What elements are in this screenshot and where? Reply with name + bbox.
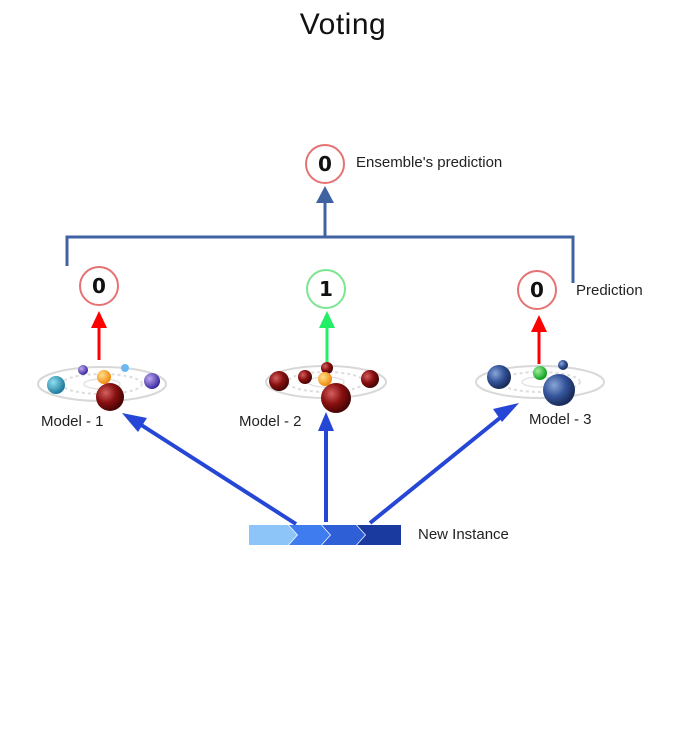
aggregation-bracket (65, 200, 575, 283)
prediction-arrow-3 (531, 315, 547, 364)
prediction-arrow-1 (91, 311, 107, 360)
input-arrow-1 (122, 413, 298, 526)
prediction-arrow-2 (319, 311, 335, 362)
model-2-label: Model - 2 (239, 413, 302, 430)
new-instance-icon (249, 525, 401, 545)
model-2-icon (265, 362, 387, 413)
model-3-label: Model - 3 (529, 411, 592, 428)
model-1-label: Model - 1 (41, 413, 104, 430)
prediction-label: Prediction (576, 282, 643, 299)
ensemble-arrow-head (316, 186, 334, 203)
model-3-icon (475, 360, 605, 406)
model-1-prediction-circle: 0 (79, 266, 119, 306)
new-instance-label: New Instance (418, 526, 509, 543)
model-3-prediction-circle: 0 (517, 270, 557, 310)
model-1-icon (37, 364, 167, 411)
input-arrow-3 (368, 403, 519, 525)
page-title: Voting (299, 8, 387, 41)
model-2-prediction-circle: 1 (306, 269, 346, 309)
ensemble-prediction-circle: 0 (305, 144, 345, 184)
input-arrow-2 (318, 412, 334, 522)
ensemble-prediction-label: Ensemble's prediction (356, 154, 503, 171)
